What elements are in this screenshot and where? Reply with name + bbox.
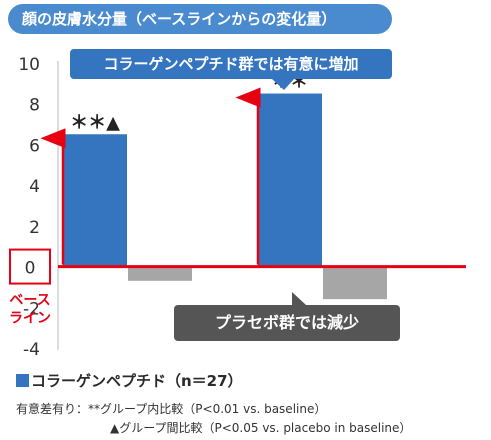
notes-line-2: ▲グループ間比較（P<0.05 vs. placebo in baseline） <box>110 421 412 435</box>
chart-title: 顔の皮膚水分量（ベースラインからの変化量） <box>8 4 392 34</box>
collagen-callout: コラーゲンペプチド群では有意に増加 <box>70 49 392 79</box>
placebo-bar <box>128 266 192 281</box>
collagen-bar <box>258 93 322 267</box>
y-tick-label: 2 <box>29 218 40 238</box>
data-label: ＊＊▲ <box>70 112 120 133</box>
y-tick-label: -2 <box>23 299 40 319</box>
notes-line-1: 有意差有り：**グループ内比較（P<0.01 vs. baseline） <box>16 402 327 416</box>
significance-notes: 有意差有り：**グループ内比較（P<0.01 vs. baseline） ▲グル… <box>16 400 411 438</box>
y-tick-label: 10 <box>18 55 40 75</box>
zero-box <box>9 248 51 285</box>
collagen-callout-pointer <box>272 79 294 90</box>
y-tick-label: -4 <box>23 340 40 360</box>
y-tick-label: 8 <box>29 96 40 116</box>
legend-swatch <box>16 374 29 387</box>
legend-label: コラーゲンペプチド（n＝27） <box>31 372 243 390</box>
legend: コラーゲンペプチド（n＝27） <box>16 370 243 391</box>
y-tick-label: 4 <box>29 177 40 197</box>
placebo-callout-pointer <box>292 292 306 305</box>
placebo-callout: プラセボ群では減少 <box>174 305 400 341</box>
collagen-bar <box>63 134 127 267</box>
baseline-text: ライン <box>9 311 51 327</box>
placebo-bar <box>323 266 387 300</box>
y-tick-label: 6 <box>29 136 40 156</box>
baseline-text: ベース <box>9 293 50 309</box>
zero-label: 0 <box>25 259 36 279</box>
